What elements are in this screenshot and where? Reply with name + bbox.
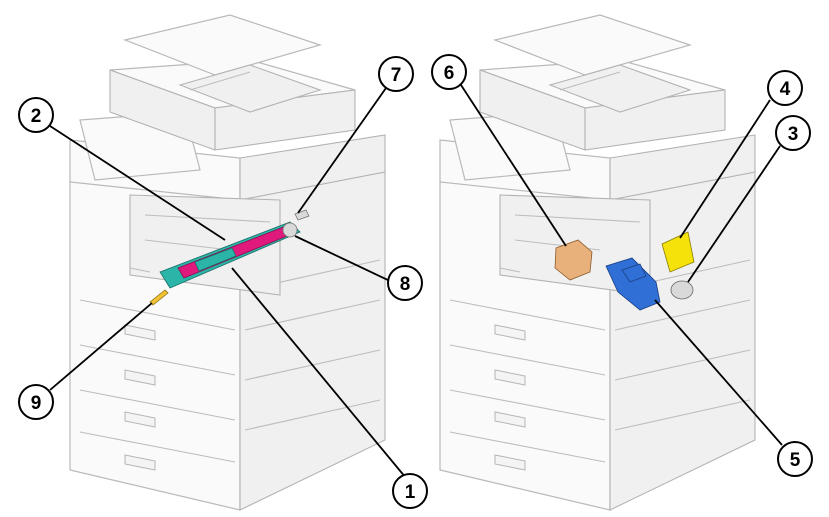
callout-9-label: 9 [31, 393, 42, 414]
leader-lines [49, 84, 783, 479]
callout-7-label: 7 [391, 65, 402, 86]
right-printer-illustration [439, 14, 756, 511]
callout-4-label: 4 [780, 79, 791, 100]
callouts: 2 7 8 1 9 6 4 3 [18, 54, 813, 509]
callout-3: 3 [775, 115, 811, 151]
leader-9 [49, 302, 153, 391]
leader-5 [654, 299, 783, 446]
callout-8: 8 [387, 265, 423, 301]
callout-1-label: 1 [405, 482, 416, 503]
blue-drive-part-5 [605, 257, 661, 311]
leader-8 [294, 235, 391, 282]
callout-5-label: 5 [790, 450, 801, 471]
transfer-belt-part-b [194, 247, 237, 272]
left-printer-illustration [69, 14, 386, 511]
callout-4: 4 [767, 70, 803, 106]
right-parts [554, 231, 695, 311]
top-tab-part [294, 209, 310, 221]
transfer-unit-assembly [149, 209, 310, 306]
callout-1: 1 [392, 473, 428, 509]
small-roller-part [282, 222, 298, 238]
blue-drive-part-5b [621, 263, 647, 283]
leader-6 [460, 84, 567, 247]
leader-7 [297, 87, 387, 214]
yellow-part-4 [661, 231, 695, 273]
tan-part-6 [554, 239, 593, 281]
callout-2: 2 [18, 97, 54, 133]
callout-8-label: 8 [400, 274, 411, 295]
callout-5: 5 [777, 441, 813, 477]
callout-3-label: 3 [788, 124, 799, 145]
callout-2-label: 2 [31, 106, 42, 127]
leader-3 [687, 145, 781, 283]
leader-4 [679, 99, 771, 239]
leader-1 [231, 267, 407, 479]
gear-part-3 [670, 280, 694, 300]
callout-9: 9 [18, 384, 54, 420]
callout-6-label: 6 [444, 63, 455, 84]
callout-7: 7 [378, 56, 414, 92]
leader-2 [49, 125, 226, 241]
callout-6: 6 [431, 54, 467, 90]
